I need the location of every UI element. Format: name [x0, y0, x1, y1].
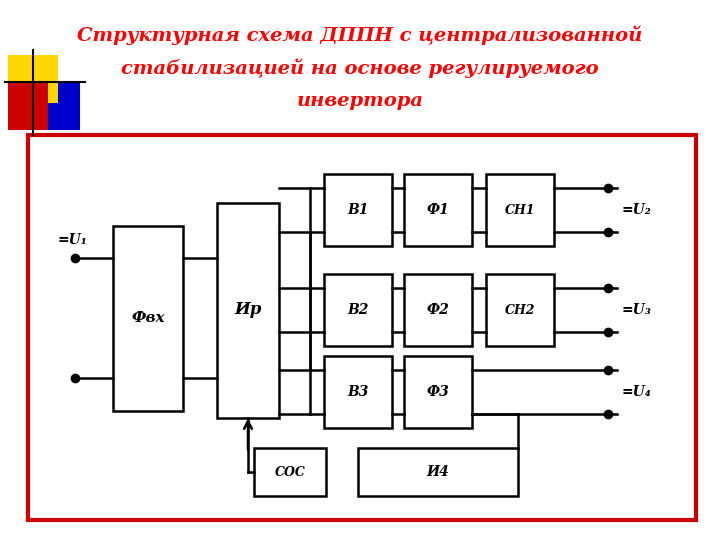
Text: CH1: CH1 [505, 204, 535, 217]
Text: B3: B3 [347, 385, 369, 399]
Text: COC: COC [274, 465, 305, 478]
Bar [30, 82, 80, 130]
Text: Ир: Ир [234, 301, 261, 319]
Bar [324, 356, 392, 428]
Bar [28, 135, 696, 520]
Bar [486, 174, 554, 246]
Text: Ф2: Ф2 [427, 303, 449, 317]
Bar [254, 448, 326, 496]
Bar [486, 274, 554, 346]
Text: =U₂: =U₂ [622, 203, 652, 217]
Text: И4: И4 [427, 465, 449, 479]
Text: стабилизацией на основе регулируемого: стабилизацией на основе регулируемого [121, 58, 599, 78]
Bar [8, 55, 58, 103]
Text: B2: B2 [347, 303, 369, 317]
Text: Структурная схема ДППН с централизованной: Структурная схема ДППН с централизованно… [77, 25, 643, 45]
Text: =U₃: =U₃ [622, 303, 652, 317]
Bar [324, 174, 392, 246]
Bar [404, 174, 472, 246]
Text: CH2: CH2 [505, 303, 535, 316]
Bar [404, 356, 472, 428]
Bar [8, 82, 48, 130]
Text: инвертора: инвертора [297, 92, 423, 110]
Bar [113, 226, 183, 410]
Text: B1: B1 [347, 203, 369, 217]
Bar [358, 448, 518, 496]
Text: Фвх: Фвх [131, 311, 165, 325]
Bar [404, 274, 472, 346]
Text: Ф3: Ф3 [427, 385, 449, 399]
Text: Ф1: Ф1 [427, 203, 449, 217]
Bar [217, 202, 279, 417]
Bar [324, 274, 392, 346]
Text: =U₁: =U₁ [58, 233, 88, 247]
Text: =U₄: =U₄ [622, 385, 652, 399]
